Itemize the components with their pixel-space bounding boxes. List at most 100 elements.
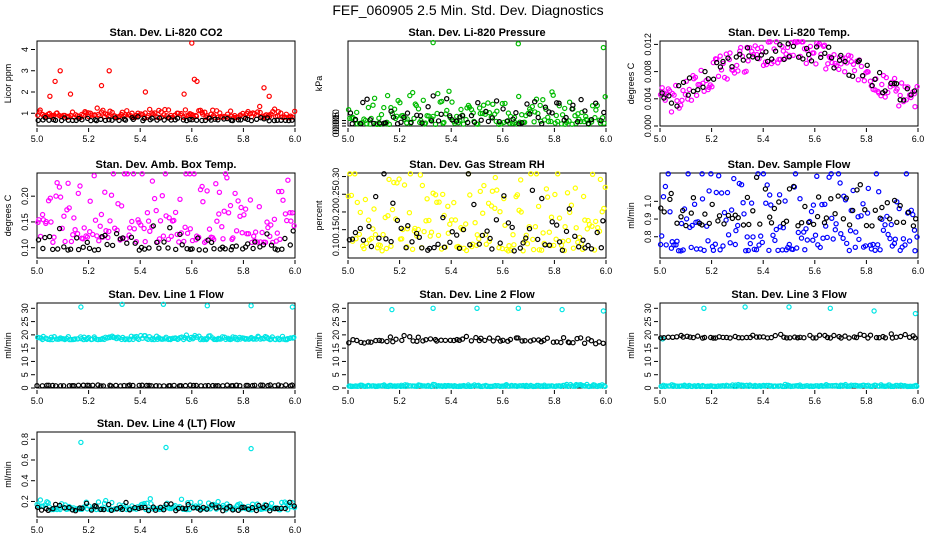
data-point <box>97 223 103 229</box>
data-point <box>546 109 552 115</box>
data-point <box>524 240 531 247</box>
data-point <box>103 227 109 234</box>
data-point <box>589 171 596 177</box>
data-point <box>440 120 446 127</box>
data-point <box>529 103 536 110</box>
data-point <box>767 192 773 198</box>
data-point <box>357 209 363 216</box>
data-point <box>773 39 780 45</box>
data-point <box>87 198 93 204</box>
data-point <box>256 502 262 509</box>
y-tick-label: 2 <box>20 89 30 94</box>
data-point <box>794 245 800 251</box>
chart-panel: Stan. Dev. Amb. Box Temp. degrees C 5.0 5.2… <box>3 159 301 276</box>
data-point <box>275 382 282 388</box>
plot-frame <box>36 40 296 127</box>
plot-frame <box>347 40 607 127</box>
data-point <box>740 222 747 228</box>
data-point <box>836 57 843 64</box>
data-point <box>37 107 43 113</box>
data-point <box>40 245 46 252</box>
data-point <box>171 382 177 389</box>
data-point <box>360 237 367 243</box>
y-tick-label: 1 <box>20 111 30 116</box>
data-point <box>167 336 173 342</box>
data-point <box>291 223 297 229</box>
panel-title: Stan. Dev. Li-820 Temp. <box>728 27 850 39</box>
data-point <box>683 222 689 229</box>
data-point <box>239 504 245 511</box>
data-point <box>600 44 607 51</box>
data-point <box>530 246 537 253</box>
data-point <box>689 222 695 229</box>
y-tick-label: 0.30 <box>331 168 341 186</box>
data-point <box>723 217 729 223</box>
data-point <box>232 190 238 197</box>
data-point <box>536 247 543 253</box>
data-point <box>680 87 686 94</box>
data-point <box>549 219 555 225</box>
data-point <box>566 99 573 105</box>
data-points <box>35 40 298 124</box>
data-point <box>391 179 397 186</box>
data-point <box>520 248 526 254</box>
x-tick-label: 5.2 <box>82 266 95 276</box>
data-point <box>50 506 56 512</box>
data-point <box>781 334 787 340</box>
y-tick-label: 0.2 <box>20 495 30 508</box>
data-point <box>894 86 900 92</box>
data-point <box>496 118 502 125</box>
data-point <box>435 232 442 239</box>
data-point <box>158 109 164 115</box>
data-point <box>545 118 552 125</box>
data-point <box>864 210 871 216</box>
data-point <box>796 54 802 60</box>
data-point <box>50 239 56 245</box>
data-point <box>394 217 401 224</box>
data-point <box>686 75 693 81</box>
data-point <box>593 218 599 225</box>
data-point <box>130 116 136 123</box>
data-point <box>424 196 430 202</box>
data-point <box>688 210 695 216</box>
data-point <box>513 109 519 116</box>
data-point <box>410 89 416 96</box>
data-point <box>34 504 41 511</box>
data-point <box>733 227 739 234</box>
data-point <box>130 171 137 177</box>
y-tick-label: 15 <box>331 343 341 353</box>
data-point <box>560 238 566 244</box>
data-point <box>57 68 63 74</box>
data-point <box>398 225 404 231</box>
y-tick-label: 20 <box>643 330 653 340</box>
data-point <box>352 171 358 177</box>
data-point <box>811 50 817 56</box>
data-point <box>823 215 830 221</box>
data-point <box>233 228 240 234</box>
data-point <box>710 59 717 66</box>
data-point <box>521 119 528 126</box>
data-point <box>50 382 56 389</box>
data-point <box>180 117 187 123</box>
data-point <box>106 113 112 120</box>
data-point <box>230 235 236 241</box>
data-point <box>421 228 427 235</box>
data-point <box>905 209 912 215</box>
data-point <box>149 115 155 121</box>
data-point <box>251 382 258 388</box>
data-point <box>858 63 865 70</box>
data-point <box>583 113 589 120</box>
data-point <box>425 103 431 110</box>
data-point <box>695 86 701 93</box>
data-point <box>658 335 664 341</box>
data-point <box>220 508 226 514</box>
data-point <box>493 217 500 223</box>
data-point <box>417 112 424 119</box>
data-point <box>824 334 831 341</box>
data-point <box>480 102 487 108</box>
data-point <box>460 226 467 233</box>
data-point <box>487 235 493 242</box>
data-point <box>80 244 86 250</box>
data-point <box>377 242 383 249</box>
data-point <box>810 237 816 243</box>
